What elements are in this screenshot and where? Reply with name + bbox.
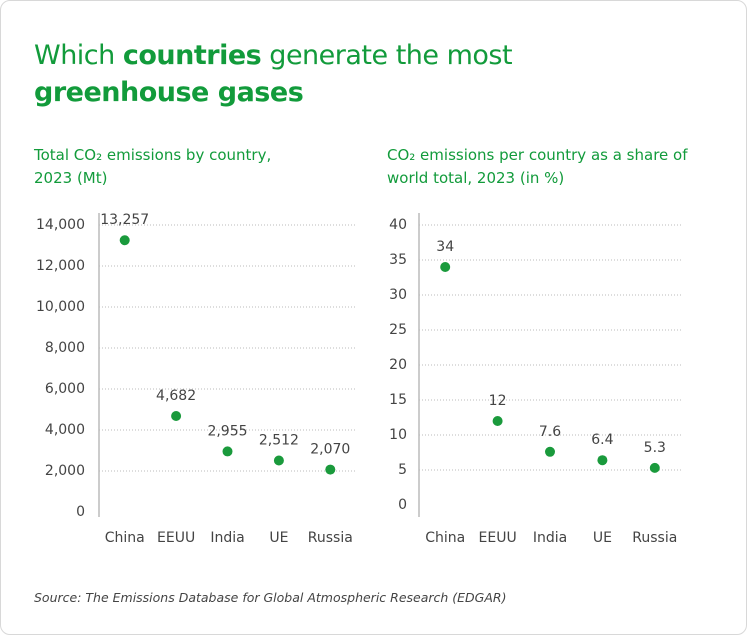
- y-tick-label: 6,000: [45, 381, 85, 397]
- x-tick-label: UE: [593, 530, 612, 546]
- data-label: 34: [436, 239, 454, 255]
- y-tick-label: 40: [389, 217, 407, 233]
- y-tick-label: 8,000: [45, 340, 85, 356]
- x-tick-label: India: [533, 530, 567, 546]
- data-label: 4,682: [156, 388, 196, 404]
- y-tick-label: 10,000: [36, 299, 85, 315]
- data-label: 2,512: [259, 433, 299, 449]
- data-label: 5.3: [644, 440, 666, 456]
- dot: [649, 462, 660, 473]
- y-tick-label: 4,000: [45, 422, 85, 438]
- y-tick-label: 10: [389, 427, 407, 443]
- x-tick-label: China: [425, 530, 465, 546]
- y-tick-label: 20: [389, 357, 407, 373]
- data-label: 2,955: [207, 423, 247, 439]
- y-tick-label: 12,000: [36, 258, 85, 274]
- dot: [273, 455, 284, 466]
- dot: [492, 416, 503, 426]
- data-label: 7.6: [539, 424, 561, 440]
- data-label: 12: [489, 393, 507, 409]
- y-tick-label: 15: [389, 392, 407, 408]
- y-tick-label: 30: [389, 287, 407, 303]
- data-label: 6.4: [591, 432, 613, 448]
- y-tick-label: 0: [76, 504, 85, 520]
- dot: [545, 446, 555, 457]
- x-tick-label: EEUU: [157, 530, 195, 546]
- chart-title: Total CO₂ emissions by country, 2023 (Mt…: [34, 146, 272, 187]
- x-tick-label: China: [105, 530, 145, 546]
- title: Which countries generate the most greenh…: [34, 37, 534, 111]
- title-part: generate the most: [261, 40, 521, 71]
- dot: [171, 411, 182, 422]
- x-tick-label: UE: [269, 530, 288, 546]
- y-tick-label: 25: [389, 322, 407, 338]
- dot: [325, 464, 336, 475]
- dot: [119, 235, 130, 246]
- y-tick-label: 14,000: [36, 217, 85, 233]
- dot: [222, 446, 233, 457]
- title-part: countries: [122, 40, 262, 71]
- x-tick-label: Russia: [308, 530, 353, 546]
- dot: [597, 455, 608, 466]
- y-tick-label: 0: [398, 497, 407, 513]
- x-tick-label: EEUU: [479, 530, 517, 546]
- x-tick-label: India: [210, 530, 244, 546]
- title-part: greenhouse gases: [34, 77, 304, 108]
- y-tick-label: 35: [389, 252, 407, 268]
- data-label: 2,070: [310, 442, 350, 458]
- chart-title: CO₂ emissions per country as a share of …: [387, 146, 688, 187]
- x-tick-label: Russia: [632, 530, 677, 546]
- source: Source: The Emissions Database for Globa…: [34, 590, 507, 605]
- y-tick-label: 5: [398, 462, 407, 478]
- dot: [440, 262, 451, 272]
- title-part: Which: [34, 40, 123, 71]
- data-label: 13,257: [100, 212, 149, 228]
- y-tick-label: 2,000: [45, 463, 85, 479]
